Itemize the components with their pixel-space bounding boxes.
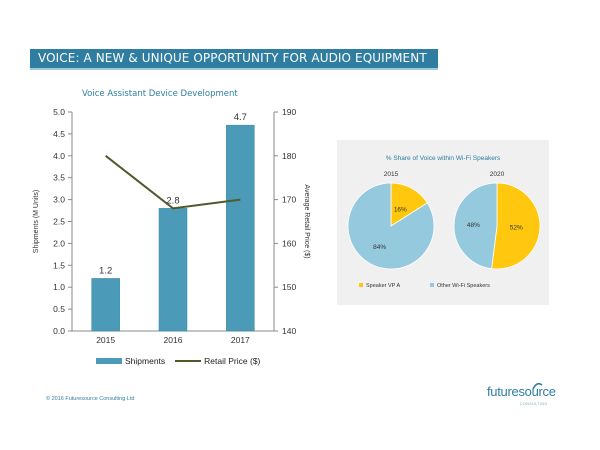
pie-slice-label: 16% xyxy=(394,207,407,214)
company-logo: futuresource xyxy=(487,384,556,399)
y-tick-label: 0.0 xyxy=(53,326,65,336)
bar-data-label: 1.2 xyxy=(99,265,112,276)
y2-tick-label: 160 xyxy=(282,238,296,248)
copyright-text: © 2016 Futuresource Consulting Ltd xyxy=(46,396,135,402)
pie-slice-label: 52% xyxy=(510,225,523,232)
slide-title: VOICE: A NEW & UNIQUE OPPORTUNITY FOR AU… xyxy=(30,49,438,68)
title-underline xyxy=(30,68,438,70)
y-tick-label: 2.5 xyxy=(53,217,65,227)
legend-swatch-price xyxy=(175,360,202,362)
pie-slice-label: 48% xyxy=(467,222,480,229)
pie-slice-label: 84% xyxy=(373,244,386,251)
y-tick-label: 5.0 xyxy=(53,107,65,117)
y2-axis-title: Average Retail Price ($) xyxy=(303,184,310,258)
pie-legend-swatch-0 xyxy=(359,283,363,287)
combo-legend: Shipments Retail Price ($) xyxy=(96,356,260,366)
y-tick-label: 1.0 xyxy=(53,282,65,292)
pie-year-label: 2015 xyxy=(384,171,399,178)
y2-tick-label: 170 xyxy=(282,195,296,205)
legend-label-shipments: Shipments xyxy=(125,356,166,366)
y2-tick-label: 150 xyxy=(282,282,296,292)
y2-tick-label: 180 xyxy=(282,151,296,161)
logo-swirl-icon xyxy=(532,382,543,390)
bar-chart-title: Voice Assistant Device Development xyxy=(82,89,238,99)
pie-2020-slice-1 xyxy=(453,182,498,270)
pie-legend-swatch-1 xyxy=(430,283,434,287)
bar-shipments-2017 xyxy=(226,124,255,332)
y-tick-label: 3.0 xyxy=(53,195,65,205)
y-tick-label: 0.5 xyxy=(53,304,65,314)
x-tick-label: 2016 xyxy=(164,335,183,345)
pie-chart-title: % Share of Voice within Wi-Fi Speakers xyxy=(386,155,501,162)
y-axis-title: Shipments (M Units) xyxy=(33,190,40,253)
bar-shipments-2015 xyxy=(91,278,120,332)
bar-data-label: 4.7 xyxy=(234,112,247,123)
y2-tick-label: 140 xyxy=(282,326,296,336)
legend-swatch-shipments xyxy=(96,358,122,364)
pie-2015-slice-1 xyxy=(347,182,435,270)
y-tick-label: 3.5 xyxy=(53,173,65,183)
pie-year-label: 2020 xyxy=(490,171,505,178)
y-tick-label: 1.5 xyxy=(53,260,65,270)
line-retail-price xyxy=(105,155,241,210)
y2-tick-label: 190 xyxy=(282,107,296,117)
legend-label-price: Retail Price ($) xyxy=(204,356,261,366)
pie-legend-label-0: Speaker VP A xyxy=(366,283,400,289)
bar-data-label: 2.8 xyxy=(166,195,179,206)
y-tick-label: 4.5 xyxy=(53,129,65,139)
y-tick-label: 4.0 xyxy=(53,151,65,161)
x-tick-label: 2017 xyxy=(231,335,250,345)
y-tick-label: 2.0 xyxy=(53,238,65,248)
x-tick-label: 2015 xyxy=(96,335,115,345)
company-logo-subtext: CONSULTING xyxy=(520,402,548,406)
pie-legend-label-1: Other Wi-Fi Speakers xyxy=(437,283,490,289)
pie-2020-slice-0 xyxy=(491,182,541,270)
